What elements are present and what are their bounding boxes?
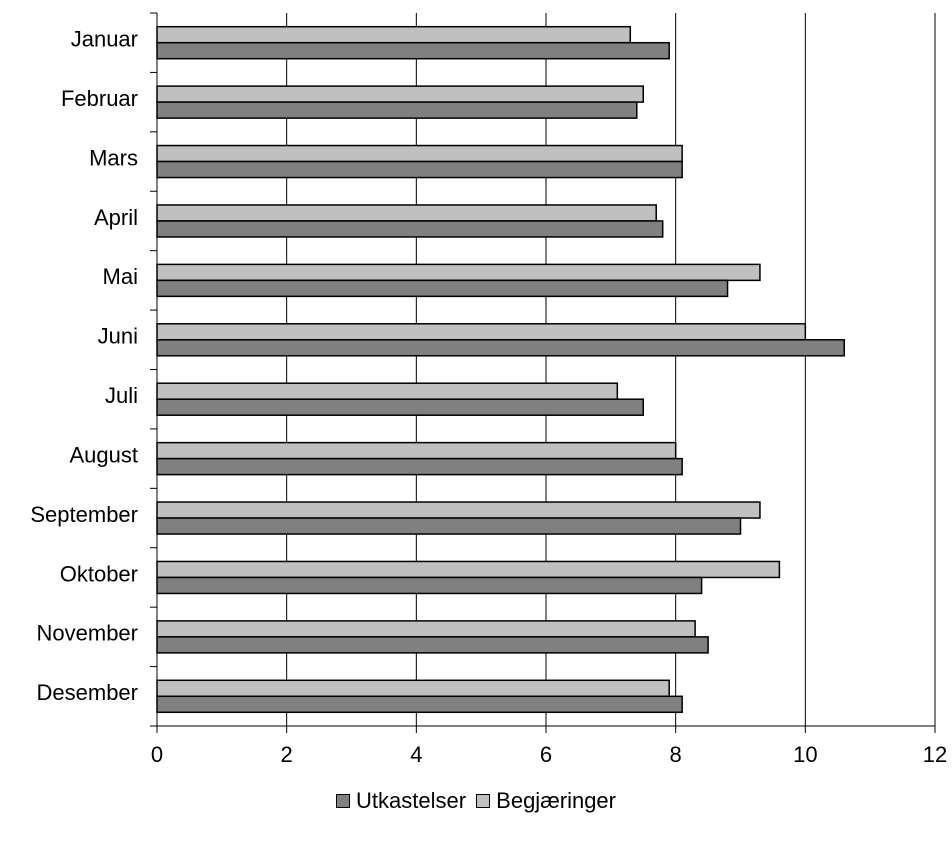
- bar-begjringer-juni: [156, 323, 807, 341]
- legend: Utkastelser Begjæringer: [0, 788, 952, 814]
- x-tick-label: 0: [151, 742, 163, 767]
- bar-utkastelser-mars: [156, 160, 683, 179]
- category-label-april: April: [94, 205, 138, 230]
- legend-label-utkastelser: Utkastelser: [355, 788, 467, 813]
- axes: [150, 12, 936, 733]
- category-label-mars: Mars: [89, 145, 138, 170]
- bar-utkastelser-mai: [156, 279, 729, 298]
- bar-utkastelser-november: [156, 636, 709, 654]
- legend-swatch-begjaeringer: [476, 794, 491, 808]
- bar-utkastelser-juni: [156, 339, 845, 357]
- bar-begjringer-desember: [156, 679, 670, 698]
- bar-utkastelser-august: [156, 457, 683, 476]
- bar-begjringer-oktober: [156, 560, 781, 579]
- category-label-august: August: [70, 442, 139, 467]
- category-label-november: November: [37, 621, 138, 646]
- x-tick-label: 4: [410, 742, 422, 767]
- bar-begjringer-mai: [156, 263, 761, 282]
- gridlines: [286, 13, 936, 726]
- bar-utkastelser-juli: [156, 398, 644, 416]
- x-tick-label: 10: [793, 742, 817, 767]
- category-label-desember: Desember: [37, 680, 138, 705]
- legend-item-begjaeringer: Begjæringer: [476, 788, 616, 814]
- category-labels: Januar Februar Mars April Mai Juni Juli August S…: [30, 27, 138, 706]
- legend-swatch-utkastelser: [335, 794, 350, 808]
- bar-begjringer-juli: [156, 382, 619, 400]
- bar-begjringer-august: [156, 441, 677, 460]
- category-label-oktober: Oktober: [60, 561, 138, 586]
- category-label-juni: Juni: [98, 324, 138, 349]
- legend-label-begjaeringer: Begjæringer: [496, 788, 616, 813]
- x-tick-labels: 0 2 4 6 8 10 12: [151, 742, 947, 767]
- bars: [156, 25, 845, 714]
- bar-begjringer-mars: [156, 144, 683, 163]
- bar-utkastelser-oktober: [156, 576, 703, 595]
- bar-utkastelser-september: [156, 517, 742, 535]
- category-label-mai: Mai: [103, 264, 138, 289]
- category-label-september: September: [30, 502, 138, 527]
- category-label-juli: Juli: [105, 383, 138, 408]
- bar-begjringer-januar: [156, 25, 632, 44]
- x-tick-label: 12: [923, 742, 947, 767]
- x-tick-label: 6: [540, 742, 552, 767]
- category-label-januar: Januar: [71, 27, 138, 52]
- x-tick-label: 2: [281, 742, 293, 767]
- bar-utkastelser-april: [156, 220, 664, 238]
- bar-utkastelser-januar: [156, 41, 670, 60]
- bar-begjringer-september: [156, 501, 761, 519]
- bar-utkastelser-desember: [156, 695, 683, 714]
- legend-item-utkastelser: Utkastelser: [335, 788, 467, 814]
- bar-begjringer-februar: [156, 85, 644, 103]
- x-tick-label: 8: [670, 742, 682, 767]
- bar-begjringer-april: [156, 204, 657, 222]
- bar-begjringer-november: [156, 620, 696, 638]
- bar-utkastelser-februar: [156, 101, 638, 119]
- category-label-februar: Februar: [61, 86, 138, 111]
